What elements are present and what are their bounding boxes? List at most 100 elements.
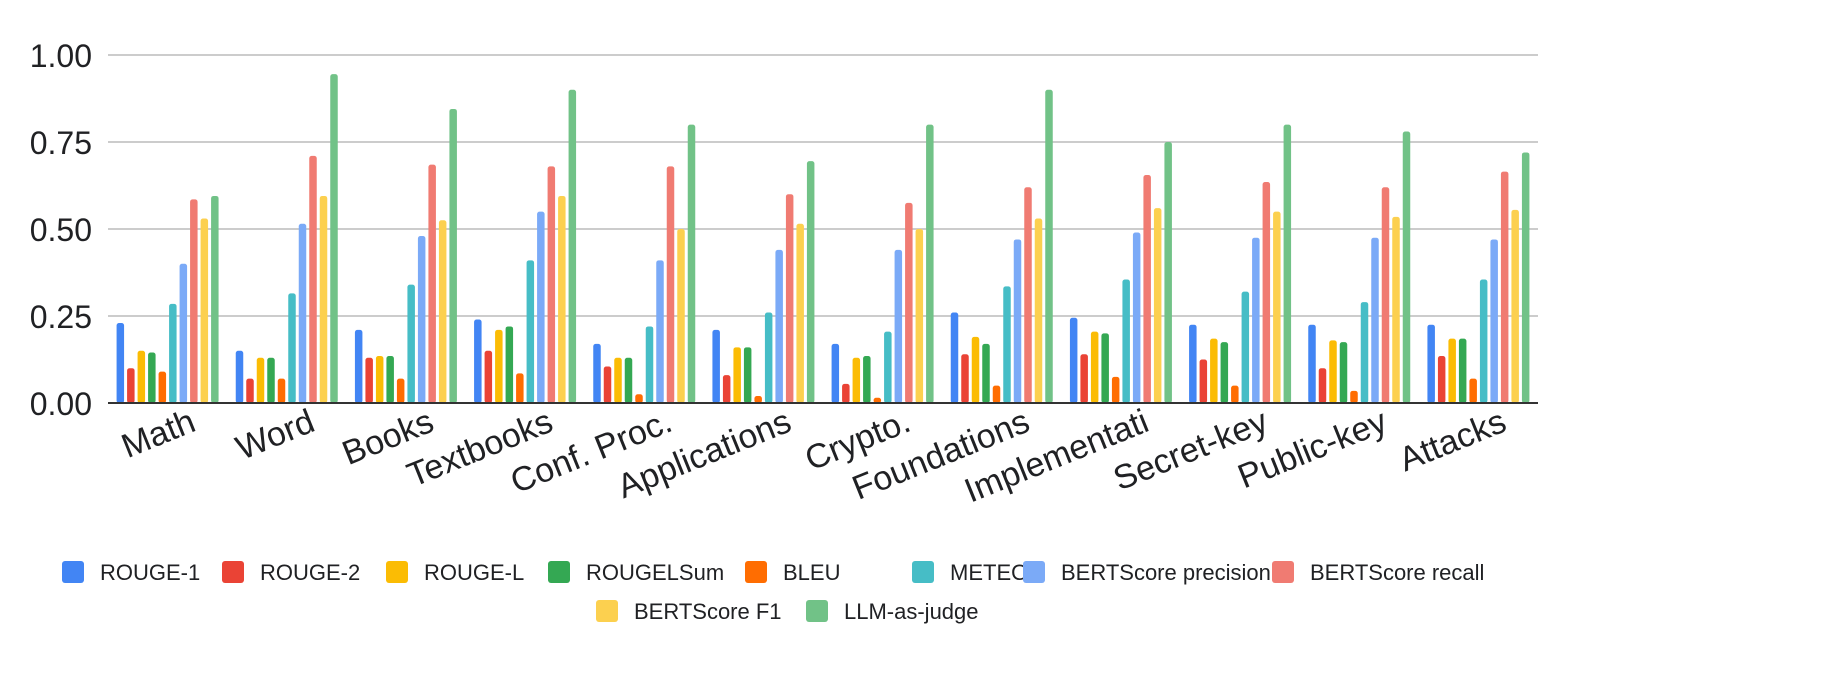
bar-llm-as-judge-secret-key	[1283, 124, 1292, 403]
bar-llm-as-judge-conf-proc-	[687, 124, 696, 403]
bar-rougelsum-crypto-	[863, 356, 871, 403]
bar-rouge-l-foundations	[971, 336, 980, 403]
bar-meteor-books	[407, 284, 415, 403]
bar-llm-as-judge-public-key	[1402, 131, 1411, 403]
bar-rouge-1-attacks	[1427, 324, 1435, 403]
legend-swatch	[1272, 561, 1294, 583]
bar-rouge-2-crypto-	[842, 383, 850, 403]
category-label: Attacks	[1394, 402, 1512, 479]
bar-rouge-2-implementati	[1080, 354, 1088, 403]
bar-meteor-attacks	[1479, 279, 1488, 403]
legend-item: BERTScore F1	[596, 599, 782, 624]
bar-rouge-2-applications	[722, 375, 731, 403]
bar-bleu-books	[396, 378, 405, 403]
bar-bleu-word	[277, 378, 286, 403]
bar-bertscore-recall-secret-key	[1262, 182, 1271, 403]
y-tick-label: 1.00	[30, 38, 92, 74]
bar-meteor-secret-key	[1241, 291, 1250, 403]
legend-swatch	[62, 561, 84, 583]
bar-meteor-crypto-	[884, 331, 892, 403]
bar-rouge-l-math	[137, 350, 146, 403]
bar-bleu-foundations	[992, 385, 1001, 403]
bar-bertscore-precision-word	[298, 223, 307, 403]
bar-rouge-2-textbooks	[484, 350, 493, 403]
bar-meteor-textbooks	[526, 260, 535, 403]
bar-bleu-conf-proc-	[635, 394, 643, 403]
bar-bleu-attacks	[1469, 378, 1477, 403]
bar-llm-as-judge-attacks	[1521, 152, 1530, 403]
bar-rougelsum-books	[386, 356, 394, 403]
bar-rouge-1-implementati	[1069, 317, 1078, 403]
legend-item: BERTScore recall	[1272, 560, 1484, 585]
bar-meteor-applications	[764, 312, 773, 403]
bar-bertscore-recall-books	[428, 164, 436, 403]
bar-rouge-l-public-key	[1329, 340, 1337, 403]
bar-bertscore-recall-attacks	[1500, 171, 1509, 403]
legend-label: BLEU	[783, 560, 840, 585]
bar-rouge-2-books	[365, 357, 373, 403]
bar-meteor-math	[169, 303, 177, 403]
bar-rouge-1-books	[354, 329, 363, 403]
legend-label: ROUGE-2	[260, 560, 360, 585]
gridlines	[108, 54, 1538, 317]
legend-item: LLM-as-judge	[806, 599, 979, 624]
legend-label: BERTScore precision	[1061, 560, 1271, 585]
bar-bertscore-recall-applications	[785, 194, 794, 403]
legend-item: BLEU	[745, 560, 840, 585]
bar-rouge-2-secret-key	[1199, 359, 1208, 403]
bar-llm-as-judge-implementati	[1164, 142, 1172, 403]
bar-rougelsum-conf-proc-	[624, 357, 633, 403]
legend-item: ROUGE-2	[222, 560, 360, 585]
bar-bertscore-precision-conf-proc-	[656, 260, 664, 403]
y-tick-label: 0.25	[30, 299, 92, 335]
bar-bleu-textbooks	[516, 373, 524, 403]
legend-label: ROUGE-L	[424, 560, 524, 585]
bar-rouge-l-word	[256, 357, 265, 403]
bar-bertscore-f1-public-key	[1392, 216, 1400, 403]
bar-bertscore-precision-foundations	[1013, 239, 1022, 403]
bar-bertscore-precision-applications	[775, 249, 783, 403]
bar-llm-as-judge-word	[330, 74, 338, 403]
bar-bertscore-precision-secret-key	[1252, 237, 1260, 403]
bar-bleu-crypto-	[873, 397, 882, 403]
bar-bertscore-f1-math	[200, 218, 209, 403]
bar-bertscore-f1-applications	[796, 223, 804, 403]
bar-bertscore-precision-crypto-	[894, 249, 903, 403]
bar-rouge-1-applications	[712, 329, 720, 403]
bar-bertscore-recall-public-key	[1381, 187, 1390, 403]
legend-item: ROUGELSum	[548, 560, 724, 585]
bar-bertscore-recall-implementati	[1143, 175, 1151, 403]
bar-bertscore-recall-math	[190, 199, 198, 403]
bar-rouge-1-secret-key	[1189, 324, 1197, 403]
bar-rouge-l-applications	[733, 347, 741, 403]
bar-bertscore-recall-conf-proc-	[666, 166, 675, 403]
bar-rouge-2-conf-proc-	[603, 366, 612, 403]
bar-rougelsum-secret-key	[1220, 342, 1229, 403]
bar-llm-as-judge-applications	[806, 161, 815, 403]
bar-bertscore-recall-crypto-	[905, 202, 913, 403]
bar-bertscore-recall-textbooks	[547, 166, 556, 403]
bar-rougelsum-implementati	[1101, 333, 1109, 403]
bar-bleu-math	[158, 371, 167, 403]
bar-rouge-l-conf-proc-	[614, 357, 622, 403]
bar-rouge-1-foundations	[950, 312, 959, 403]
bar-bertscore-recall-word	[309, 155, 317, 403]
legend-swatch	[548, 561, 570, 583]
bar-rougelsum-math	[148, 352, 156, 403]
bar-rougelsum-textbooks	[505, 326, 514, 403]
legend: ROUGE-1 ROUGE-2 ROUGE-L ROUGELSum BLEU METEOR…	[62, 560, 1484, 624]
bar-rouge-1-word	[235, 350, 244, 403]
bar-rouge-1-textbooks	[474, 319, 482, 403]
bar-bertscore-precision-books	[417, 235, 426, 403]
bar-bertscore-f1-textbooks	[558, 195, 566, 403]
bar-meteor-public-key	[1360, 302, 1369, 403]
legend-label: BERTScore recall	[1310, 560, 1484, 585]
bar-bertscore-precision-implementati	[1132, 232, 1141, 403]
bar-rouge-1-math	[116, 322, 125, 403]
bar-bertscore-f1-crypto-	[915, 229, 924, 403]
bar-bertscore-f1-implementati	[1153, 208, 1162, 403]
bar-bertscore-f1-foundations	[1034, 218, 1043, 403]
bar-rougelsum-public-key	[1339, 342, 1348, 403]
bar-rouge-2-math	[127, 368, 135, 403]
bar-bertscore-f1-conf-proc-	[677, 229, 685, 403]
